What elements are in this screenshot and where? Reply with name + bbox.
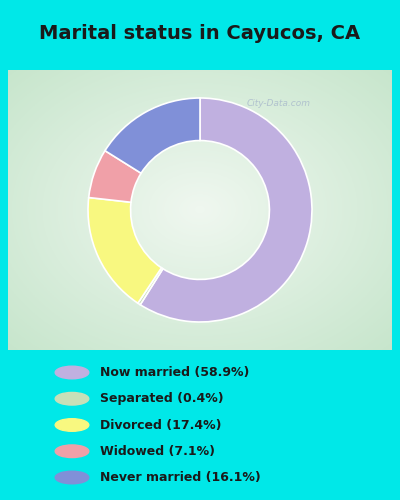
Text: City-Data.com: City-Data.com xyxy=(246,99,310,108)
Wedge shape xyxy=(88,198,162,303)
Wedge shape xyxy=(89,150,141,203)
Circle shape xyxy=(55,366,89,379)
Circle shape xyxy=(55,392,89,405)
Text: Marital status in Cayucos, CA: Marital status in Cayucos, CA xyxy=(40,24,360,43)
Text: Widowed (7.1%): Widowed (7.1%) xyxy=(100,445,215,458)
Wedge shape xyxy=(105,98,200,173)
Circle shape xyxy=(55,471,89,484)
Text: Now married (58.9%): Now married (58.9%) xyxy=(100,366,249,379)
Text: Separated (0.4%): Separated (0.4%) xyxy=(100,392,224,405)
Circle shape xyxy=(55,418,89,432)
Text: Divorced (17.4%): Divorced (17.4%) xyxy=(100,418,222,432)
Circle shape xyxy=(55,445,89,458)
Wedge shape xyxy=(140,98,312,322)
Wedge shape xyxy=(138,268,163,304)
Text: Never married (16.1%): Never married (16.1%) xyxy=(100,471,261,484)
